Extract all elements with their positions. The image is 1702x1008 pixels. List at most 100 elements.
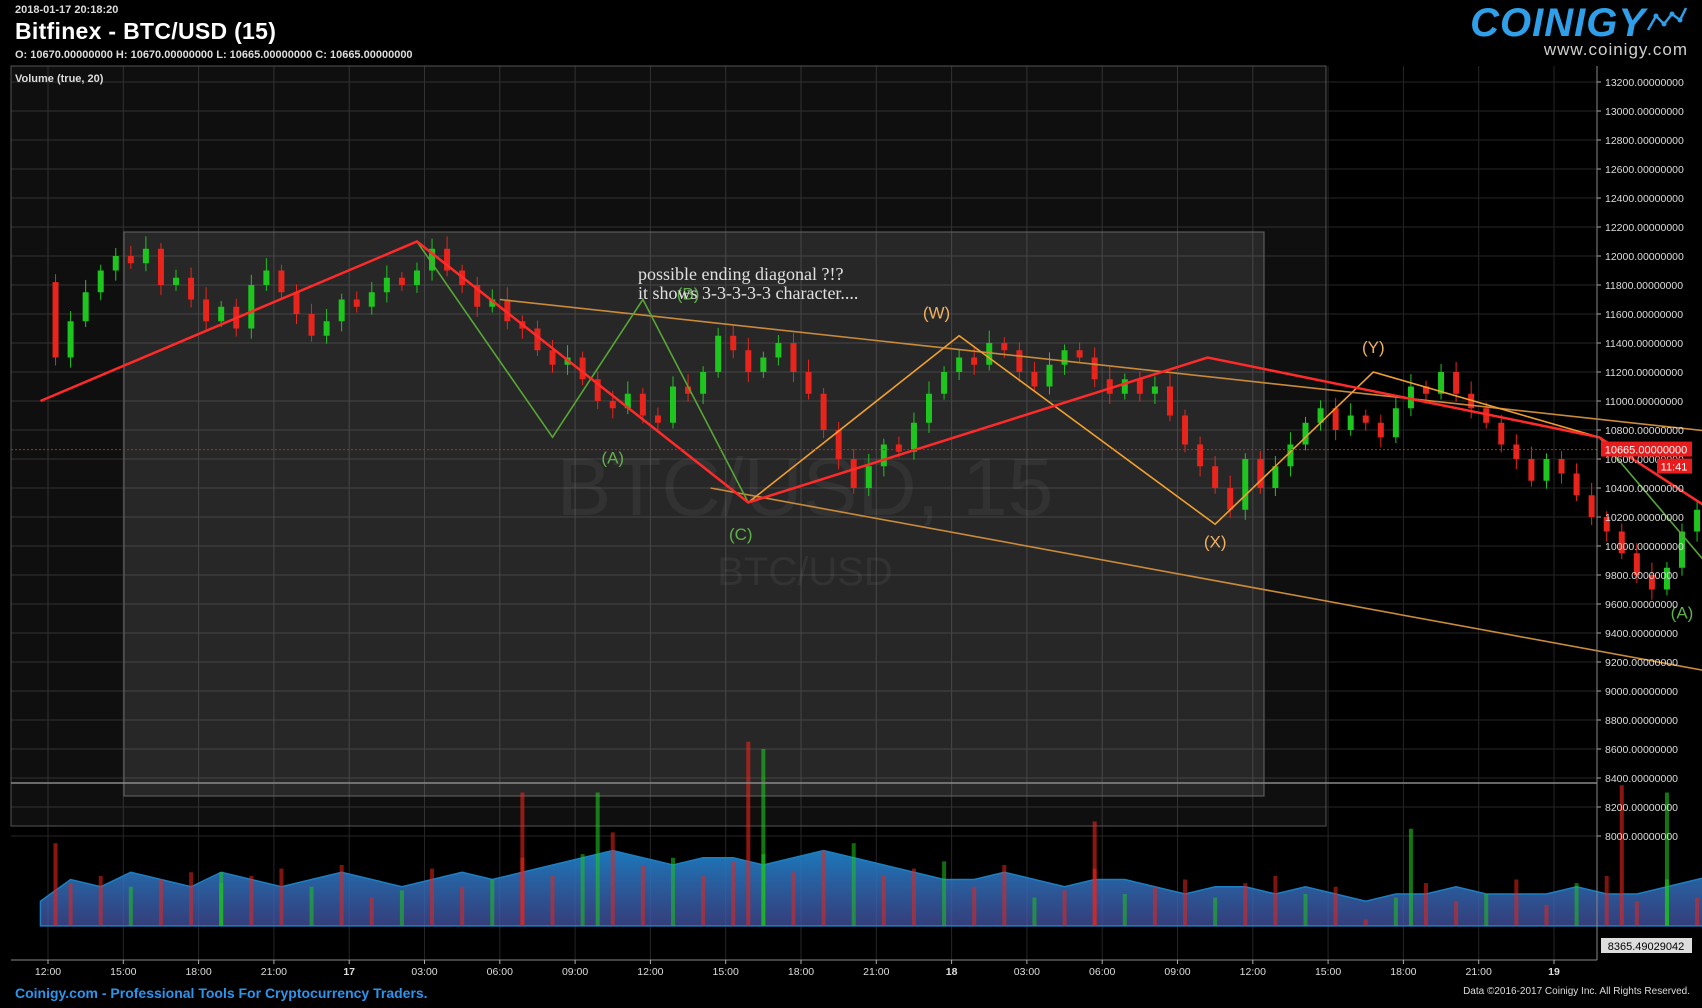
candle-down xyxy=(971,357,978,365)
candle-up xyxy=(1317,408,1324,423)
volume-bar xyxy=(1484,894,1489,926)
volume-bar xyxy=(98,875,103,926)
candle-up xyxy=(715,335,722,372)
candle-up xyxy=(112,256,119,271)
volume-bar xyxy=(339,865,344,926)
volume-spike xyxy=(595,792,600,926)
y-tick-label: 9000.00000000 xyxy=(1605,686,1678,698)
wave-label: (X) xyxy=(1204,532,1227,551)
x-tick-label: 19 xyxy=(1548,966,1560,978)
volume-bar xyxy=(1122,894,1127,926)
x-tick-label: 12:00 xyxy=(35,966,61,978)
candle-up xyxy=(383,277,390,293)
y-tick-label: 9200.00000000 xyxy=(1605,657,1678,669)
candle-up xyxy=(368,292,375,307)
volume-bar xyxy=(821,850,826,926)
candle-up xyxy=(429,248,436,271)
candle-up xyxy=(1046,364,1053,387)
candle-down xyxy=(1332,408,1339,430)
candle-down xyxy=(534,328,541,351)
volume-bar xyxy=(610,832,615,926)
volume-bar xyxy=(550,875,555,926)
candle-up xyxy=(1151,386,1158,394)
volume-bar xyxy=(731,861,736,926)
candle-down xyxy=(278,270,285,293)
volume-bar xyxy=(1152,886,1157,926)
y-tick-label: 9400.00000000 xyxy=(1605,628,1678,640)
volume-bar xyxy=(158,879,163,926)
x-tick-label: 06:00 xyxy=(487,966,513,978)
footer-tagline-link[interactable]: Coinigy.com - Professional Tools For Cry… xyxy=(15,985,428,1001)
candle-down xyxy=(1558,459,1565,474)
candle-down xyxy=(1166,386,1173,416)
candle-down xyxy=(805,372,812,394)
candle-up xyxy=(880,444,887,467)
wave-label: (Y) xyxy=(1362,338,1385,357)
candle-up xyxy=(1272,466,1279,488)
y-tick-label: 12200.00000000 xyxy=(1605,222,1684,234)
annotation-line-2: it shows 3-3-3-3-3 character.... xyxy=(638,283,858,303)
chart-timestamp: 2018-01-17 20:18:20 xyxy=(15,4,119,16)
candle-down xyxy=(1076,350,1083,358)
candle-down xyxy=(639,393,646,416)
volume-bar xyxy=(640,865,645,926)
candle-down xyxy=(1197,444,1204,467)
candle-up xyxy=(338,299,345,322)
x-tick-label: 03:00 xyxy=(411,966,437,978)
candle-up xyxy=(82,292,89,322)
volume-bar xyxy=(460,886,465,926)
candle-down xyxy=(203,299,210,322)
wave-label: (B) xyxy=(677,285,700,304)
candle-down xyxy=(820,393,827,430)
candle-down xyxy=(850,459,857,488)
candle-up xyxy=(1121,379,1128,394)
candle-up xyxy=(941,372,948,394)
candle-down xyxy=(1513,444,1520,459)
candle-up xyxy=(1438,372,1445,394)
volume-bar xyxy=(701,875,706,926)
volume-bar xyxy=(1423,883,1428,926)
y-tick-label: 9800.00000000 xyxy=(1605,570,1678,582)
watermark-sub: BTC/USD xyxy=(717,550,893,594)
y-tick-label: 11800.00000000 xyxy=(1605,280,1683,292)
volume-area xyxy=(39,849,1702,927)
candle-down xyxy=(52,282,59,358)
logo-chart-icon xyxy=(1646,7,1688,31)
candle-down xyxy=(1588,495,1595,517)
candle-down xyxy=(1422,386,1429,394)
scale-bottom-value: 8365.49029042 xyxy=(1608,941,1684,953)
candle-down xyxy=(790,343,797,372)
candle-down xyxy=(293,292,300,314)
y-tick-label: 8000.00000000 xyxy=(1605,831,1678,843)
volume-bar xyxy=(1454,901,1459,926)
footer-copyright: Data ©2016-2017 Coinigy Inc. All Rights … xyxy=(1463,986,1690,997)
candle-down xyxy=(579,357,586,380)
volume-spike xyxy=(53,843,58,926)
candle-down xyxy=(398,277,405,285)
volume-bar xyxy=(1544,904,1549,926)
candle-up xyxy=(1061,350,1068,365)
current-price-marker: 10665.00000000 11:41 xyxy=(1601,441,1692,474)
volume-bar xyxy=(399,890,404,926)
volume-pane xyxy=(39,741,1702,927)
candle-down xyxy=(1212,466,1219,488)
volume-bar xyxy=(1002,865,1007,926)
candle-up xyxy=(1407,386,1414,409)
x-tick-label: 03:00 xyxy=(1014,966,1040,978)
volume-spike xyxy=(746,741,751,926)
chart-title: Bitfinex - BTC/USD (15) xyxy=(15,18,277,44)
candle-up xyxy=(1302,422,1309,445)
x-tick-label: 09:00 xyxy=(562,966,588,978)
candle-down xyxy=(1528,459,1535,481)
volume-bar xyxy=(309,886,314,926)
coinigy-logo[interactable]: COINIGY www.coinigy.com xyxy=(1470,0,1688,60)
candle-down xyxy=(1106,379,1113,394)
price-scale[interactable]: 8000.00000000 8200.00000000 8400.00000000 8… xyxy=(1596,66,1684,960)
volume-spike xyxy=(1092,821,1097,926)
volume-spike xyxy=(1664,792,1669,926)
watermark-symbol: BTC/USD, 15 xyxy=(557,442,1054,533)
time-scale[interactable]: 12:00 15:00 18:00 21:00 17 03:00 06:00 09:00 12:… xyxy=(11,959,1597,978)
candle-down xyxy=(1377,422,1384,438)
x-tick-label: 15:00 xyxy=(110,966,136,978)
